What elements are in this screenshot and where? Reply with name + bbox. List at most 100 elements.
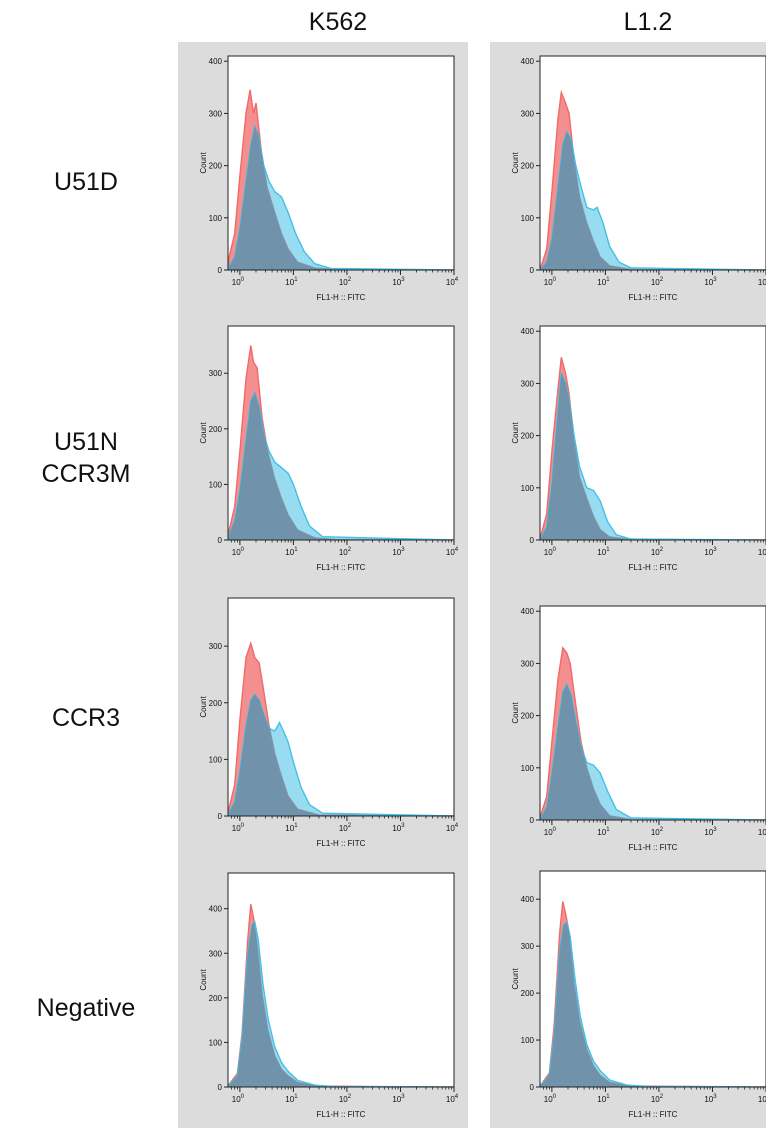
row-header-line: CCR3M — [41, 460, 131, 488]
y-tick-label: 300 — [209, 109, 223, 118]
x-tick-label: 102 — [651, 547, 664, 557]
x-axis-title: FL1-H :: FITC — [317, 293, 366, 302]
y-tick-label: 200 — [521, 432, 535, 441]
x-tick-label: 101 — [597, 547, 610, 557]
y-tick-label: 200 — [209, 699, 223, 708]
plot-frame — [539, 870, 766, 1088]
y-axis-title: Count — [199, 696, 208, 718]
y-tick-label: 200 — [209, 162, 223, 171]
y-tick-label: 300 — [521, 942, 535, 951]
y-tick-label: 400 — [521, 895, 535, 904]
y-tick-label: 100 — [209, 1038, 223, 1047]
series-stained-area — [540, 682, 766, 820]
y-axis-title: Count — [511, 968, 520, 990]
y-tick-label: 0 — [530, 266, 535, 275]
series-overlap-area — [540, 922, 766, 1087]
y-tick-label: 0 — [218, 1083, 223, 1092]
plot-frame — [539, 605, 766, 821]
x-axis-title: FL1-H :: FITC — [317, 839, 366, 848]
y-tick-label: 100 — [209, 214, 223, 223]
x-tick-label: 101 — [597, 827, 610, 837]
y-tick-label: 300 — [209, 642, 223, 651]
x-axis-title: FL1-H :: FITC — [317, 1110, 366, 1119]
x-tick-label: 101 — [285, 547, 298, 557]
x-tick-label: 100 — [232, 823, 245, 833]
y-tick-label: 400 — [521, 607, 535, 616]
x-tick-label: 104 — [446, 1094, 459, 1104]
x-tick-label: 100 — [544, 827, 557, 837]
row-header-line: CCR3 — [51, 704, 121, 732]
y-tick-label: 300 — [209, 949, 223, 958]
series-stained-area — [228, 390, 454, 540]
y-tick-label: 400 — [209, 57, 223, 66]
y-axis-title: Count — [199, 422, 208, 444]
y-tick-label: 200 — [209, 425, 223, 434]
y-tick-label: 300 — [521, 379, 535, 388]
plot-frame — [539, 55, 766, 271]
x-axis-title: FL1-H :: FITC — [629, 293, 678, 302]
y-tick-label: 0 — [530, 536, 535, 545]
x-tick-label: 100 — [544, 1094, 557, 1104]
y-axis-title: Count — [199, 152, 208, 174]
x-tick-label: 100 — [232, 1094, 245, 1104]
series-stained-area — [228, 124, 454, 270]
y-tick-label: 0 — [218, 266, 223, 275]
series-stained-area — [540, 372, 766, 540]
y-axis-title: Count — [511, 702, 520, 724]
row-header-u51n-ccr3m: U51N CCR3M — [0, 426, 172, 490]
x-tick-label: 102 — [651, 827, 664, 837]
x-tick-label: 102 — [339, 823, 352, 833]
x-axis-title: FL1-H :: FITC — [629, 1110, 678, 1119]
row-header-line: U51N — [54, 428, 118, 456]
y-tick-label: 0 — [218, 812, 223, 821]
x-tick-label: 101 — [597, 277, 610, 287]
plot-frame — [227, 325, 455, 541]
row-header-ccr3: CCR3 — [0, 702, 172, 734]
x-tick-label: 103 — [704, 1094, 717, 1104]
plot-frame — [227, 872, 455, 1088]
x-tick-label: 102 — [339, 547, 352, 557]
plot-frame — [227, 55, 455, 271]
y-axis-title: Count — [511, 152, 520, 174]
x-axis-title: FL1-H :: FITC — [629, 843, 678, 852]
x-axis-title: FL1-H :: FITC — [629, 563, 678, 572]
y-tick-label: 100 — [521, 484, 535, 493]
x-tick-label: 103 — [704, 277, 717, 287]
column-header-k562: K562 — [308, 8, 368, 36]
x-tick-label: 100 — [544, 277, 557, 287]
plot-frame — [539, 325, 766, 541]
x-tick-label: 101 — [285, 823, 298, 833]
y-axis-title: Count — [511, 422, 520, 444]
x-tick-label: 104 — [446, 823, 459, 833]
y-tick-label: 200 — [209, 994, 223, 1003]
x-tick-label: 104 — [758, 1094, 766, 1104]
x-tick-label: 102 — [339, 1094, 352, 1104]
series-stained-area — [228, 693, 454, 816]
y-tick-label: 300 — [209, 369, 223, 378]
y-tick-label: 100 — [521, 1036, 535, 1045]
y-tick-label: 100 — [209, 480, 223, 489]
x-tick-label: 104 — [446, 277, 459, 287]
x-tick-label: 102 — [339, 277, 352, 287]
x-tick-label: 101 — [285, 1094, 298, 1104]
row-header-u51d: U51D — [0, 166, 172, 198]
y-tick-label: 100 — [521, 764, 535, 773]
y-tick-label: 400 — [209, 905, 223, 914]
x-tick-label: 103 — [704, 827, 717, 837]
y-tick-label: 400 — [521, 327, 535, 336]
row-header-line: U51D — [54, 168, 118, 196]
y-tick-label: 200 — [521, 162, 535, 171]
plot-frame — [227, 597, 455, 817]
x-tick-label: 101 — [597, 1094, 610, 1104]
row-header-negative: Negative — [0, 992, 172, 1024]
y-tick-label: 100 — [209, 755, 223, 764]
y-tick-label: 0 — [530, 1083, 535, 1092]
x-tick-label: 103 — [392, 1094, 405, 1104]
y-tick-label: 100 — [521, 214, 535, 223]
